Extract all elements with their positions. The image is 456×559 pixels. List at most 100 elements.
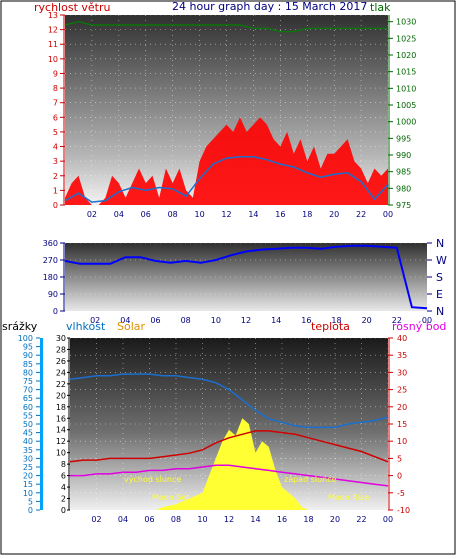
humidity-tick-label: 16	[56, 414, 66, 423]
dew-point-axis-title: rosný bod	[392, 320, 446, 333]
compass-label: W	[436, 254, 447, 267]
wind-average-series	[64, 156, 389, 203]
sunrise-marker-label: východ slunce	[124, 475, 181, 484]
pressure-tick-label: 1005	[396, 101, 416, 110]
climate-time-tick-label: 10	[197, 515, 207, 524]
wind-time-tick-label: 06	[141, 210, 151, 219]
rain-tick-label: 25	[23, 463, 33, 472]
temperature-tick-label: 25	[397, 386, 407, 395]
wind-tick-label: 13	[48, 11, 58, 20]
compass-label: E	[436, 288, 443, 301]
pressure-tick-label: 995	[396, 134, 411, 143]
direction-time-tick-label: 10	[211, 316, 221, 325]
direction-tick-label: 0	[53, 307, 58, 316]
climate-time-tick-label: 20	[330, 515, 340, 524]
wind-tick-label: 7	[53, 99, 58, 108]
rain-tick-label: 45	[23, 429, 33, 438]
pressure-series	[64, 21, 388, 33]
pressure-tick-label: 980	[396, 184, 411, 193]
temperature-axis: -10 -5 0 5 10 15 20 25 30 35 40	[388, 334, 410, 515]
temperature-tick-label: -5	[397, 489, 405, 498]
rain-tick-label: 15	[23, 480, 33, 489]
solar-series	[156, 418, 309, 510]
wind-time-tick-label: 12	[221, 210, 231, 219]
humidity-tick-label: 14	[56, 426, 66, 435]
rain-tick-label: 60	[23, 403, 33, 412]
rain-tick-label: 85	[23, 360, 33, 369]
climate-time-tick-label: 08	[171, 515, 181, 524]
wind-tick-label: 8	[53, 84, 58, 93]
direction-time-tick-label: 06	[150, 316, 160, 325]
wind-tick-label: 1	[53, 186, 58, 195]
rain-tick-label: 90	[23, 351, 33, 360]
wind-time-tick-label: 04	[114, 210, 124, 219]
wind-time-tick-label: 00	[383, 210, 393, 219]
humidity-tick-label: 22	[56, 380, 66, 389]
wind-gust-series	[65, 117, 388, 205]
rain-tick-label: 100	[18, 334, 33, 343]
direction-tick-label: 360	[43, 239, 58, 248]
climate-time-tick-label: 22	[356, 515, 366, 524]
climate-time-tick-label: 04	[118, 515, 128, 524]
wind-time-tick-label: 02	[87, 210, 97, 219]
compass-label: S	[436, 271, 443, 284]
climate-plot-series	[69, 373, 389, 510]
humidity-tick-label: 4	[61, 483, 66, 492]
wind-time-tick-label: 14	[248, 210, 258, 219]
pressure-tick-label: 975	[396, 201, 411, 210]
direction-plot-grid	[65, 242, 427, 312]
temperature-series	[69, 430, 389, 463]
moonrise-marker-label: Moon Rise	[328, 493, 369, 502]
humidity-tick-label: 12	[56, 437, 66, 446]
humidity-tick-label: 24	[56, 368, 66, 377]
pressure-tick-label: 1020	[396, 51, 416, 60]
solar-axis-title: Solar	[117, 320, 146, 333]
climate-time-tick-label: 00	[383, 515, 393, 524]
direction-time-tick-label: 20	[362, 316, 372, 325]
humidity-tick-label: 26	[56, 357, 66, 366]
climate-time-axis: 02 04 06 08 10 12 14 16 18 20 22 00	[91, 515, 393, 524]
rain-tick-label: 40	[23, 437, 33, 446]
wind-tick-label: 10	[48, 55, 58, 64]
wind-time-tick-label: 16	[275, 210, 285, 219]
wind-tick-label: 3	[53, 157, 58, 166]
direction-plot-series	[64, 244, 428, 310]
direction-series	[64, 244, 428, 310]
wind-tick-label: 0	[53, 201, 58, 210]
wind-tick-label: 12	[48, 26, 58, 35]
temperature-tick-label: 40	[397, 334, 407, 343]
temperature-tick-label: 35	[397, 351, 407, 360]
direction-time-tick-label: 08	[181, 316, 191, 325]
climate-time-tick-label: 06	[144, 515, 154, 524]
humidity-tick-label: 2	[61, 495, 66, 504]
wind-time-tick-label: 22	[356, 210, 366, 219]
temperature-tick-label: 5	[397, 454, 402, 463]
pressure-axis-title: tlak	[370, 1, 391, 14]
rain-tick-label: 55	[23, 411, 33, 420]
wind-time-tick-label: 20	[329, 210, 339, 219]
moonset-marker-label: Moon Set	[152, 493, 189, 502]
rain-tick-label: 10	[23, 489, 33, 498]
rain-tick-label: 95	[23, 343, 33, 352]
humidity-tick-label: 20	[56, 391, 66, 400]
humidity-tick-label: 10	[56, 449, 66, 458]
wind-time-tick-label: 18	[302, 210, 312, 219]
rain-tick-label: 80	[23, 368, 33, 377]
wind-tick-label: 2	[53, 172, 58, 181]
pressure-tick-label: 1025	[396, 34, 416, 43]
compass-label: N	[436, 237, 444, 250]
rain-tick-label: 20	[23, 472, 33, 481]
humidity-tick-label: 8	[61, 460, 66, 469]
rain-tick-label: 35	[23, 446, 33, 455]
rain-axis: 0510152025303540455055606570758085909510…	[18, 334, 43, 515]
compass-label: N	[436, 305, 444, 318]
rain-axis-title: srážky	[2, 320, 38, 333]
page-title: 24 hour graph day : 15 March 2017	[172, 0, 367, 13]
climate-time-tick-label: 16	[277, 515, 287, 524]
